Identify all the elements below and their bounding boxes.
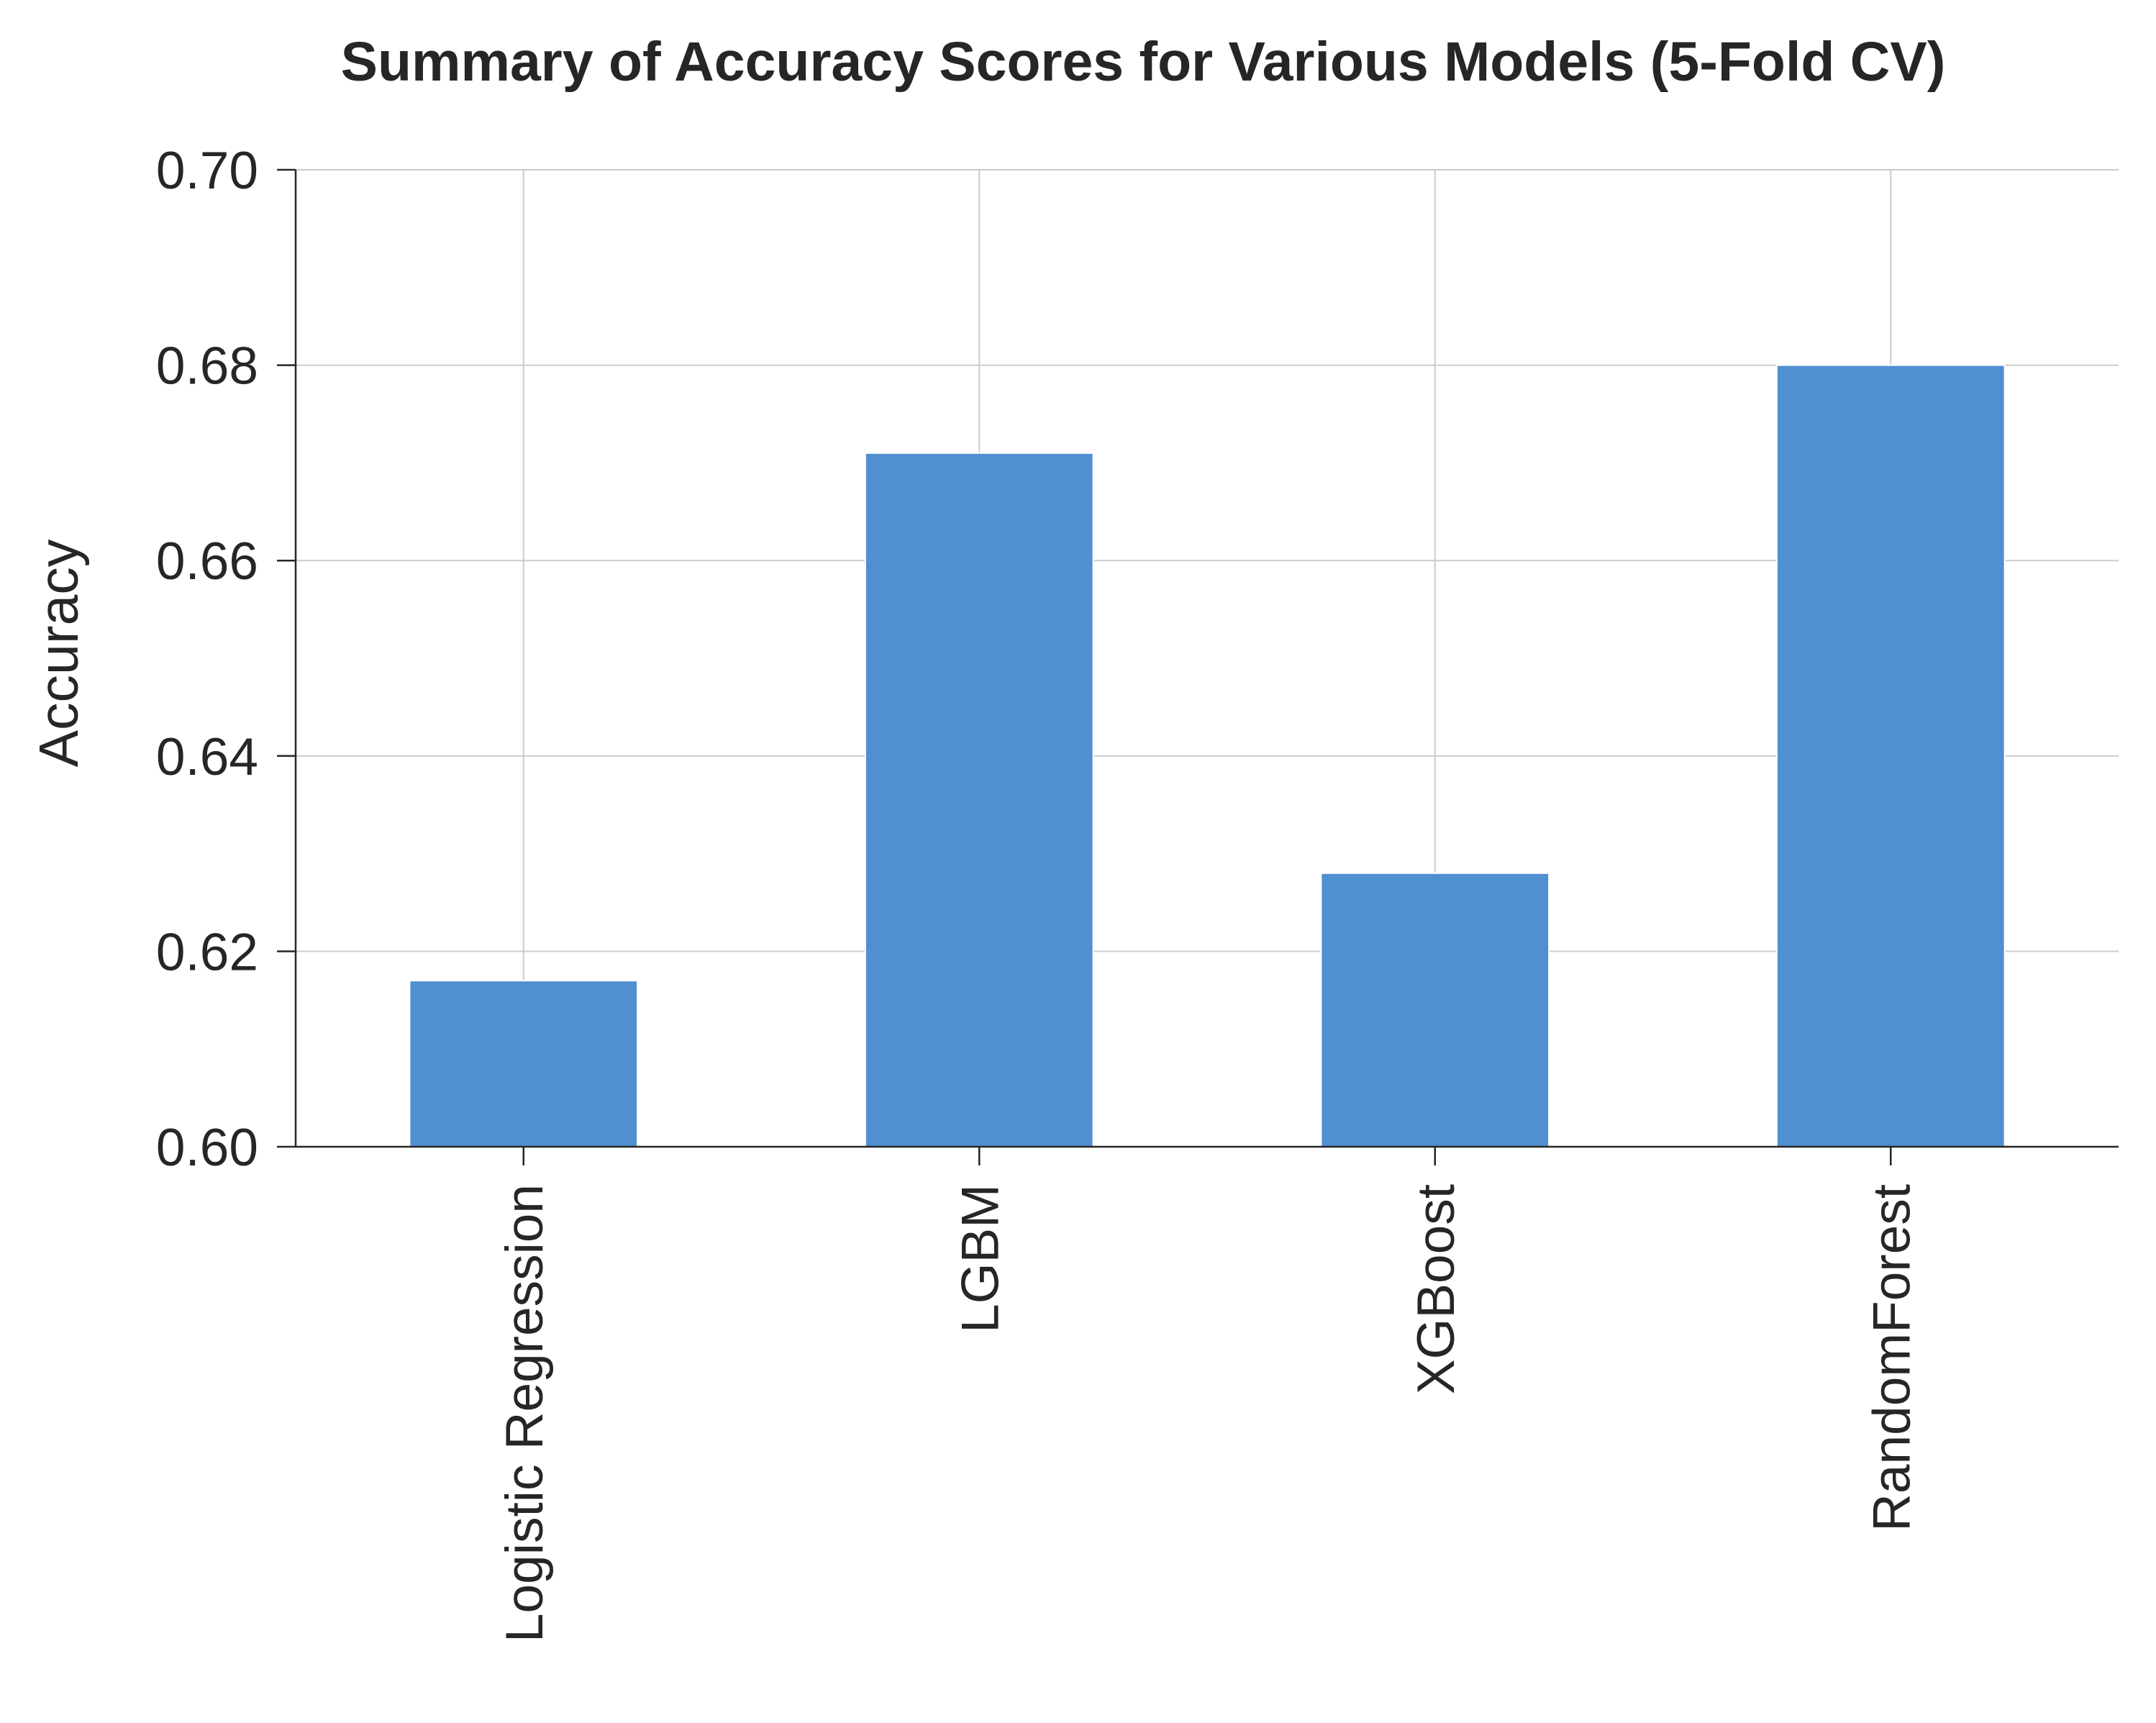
x-tick-label: Logistic Regression	[496, 1184, 554, 1642]
x-tick-label: LGBM	[951, 1184, 1009, 1333]
y-tick-label: 0.70	[156, 142, 258, 200]
y-tick-label: 0.62	[156, 923, 258, 981]
y-axis-label: Accuracy	[28, 539, 90, 767]
y-tick-label: 0.66	[156, 532, 258, 591]
y-tick-label: 0.60	[156, 1119, 258, 1177]
x-tick-label: RandomForest	[1862, 1184, 1921, 1532]
axes	[277, 168, 2119, 1165]
bar	[409, 980, 639, 1148]
x-tick-label: XGBoost	[1407, 1184, 1465, 1394]
y-tick-label: 0.68	[156, 337, 258, 396]
bar	[1320, 872, 1550, 1147]
chart-title: Summary of Accuracy Scores for Various M…	[341, 31, 1946, 93]
bar	[864, 452, 1094, 1147]
y-tick-label: 0.64	[156, 728, 258, 786]
tick-labels: 0.60 0.62 0.64 0.66 0.68 0.70 Logistic Regress…	[156, 142, 1921, 1642]
bar	[1775, 364, 2006, 1148]
